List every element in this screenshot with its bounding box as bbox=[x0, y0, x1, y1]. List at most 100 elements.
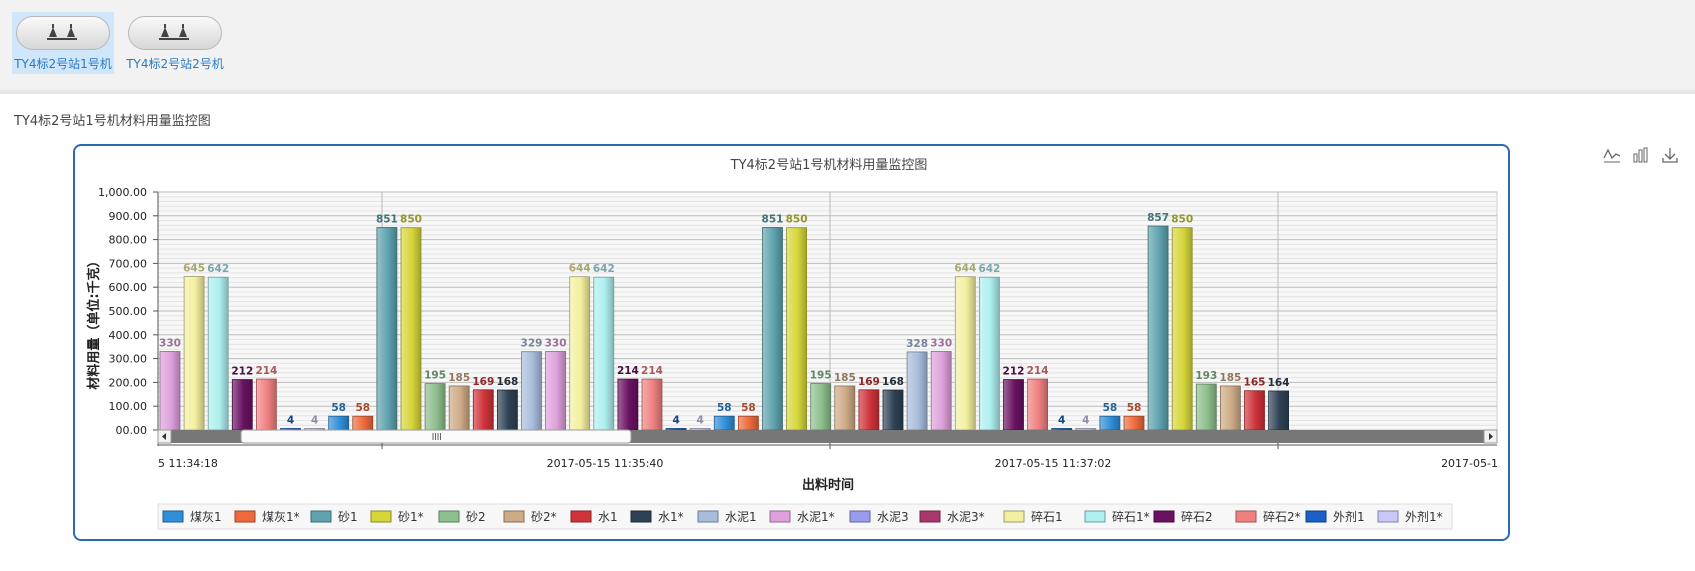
data-label: 4 bbox=[1058, 415, 1065, 427]
legend-item[interactable]: 碎石2 bbox=[1153, 509, 1213, 524]
data-label: 329 bbox=[521, 338, 543, 350]
bar-砂1[interactable] bbox=[376, 227, 398, 431]
bar-砂1[interactable] bbox=[1147, 225, 1169, 431]
download-icon[interactable] bbox=[1660, 146, 1682, 164]
bar-砂1*[interactable] bbox=[400, 227, 422, 431]
bar-碎石1[interactable] bbox=[569, 276, 591, 431]
bar-外剂1[interactable] bbox=[1051, 428, 1073, 431]
bar-水泥1*[interactable] bbox=[159, 351, 181, 431]
bar-煤灰1*[interactable] bbox=[738, 415, 759, 431]
chevron-right-icon bbox=[1489, 433, 1493, 440]
bar-碎石1*[interactable] bbox=[979, 276, 1000, 431]
legend-swatch bbox=[503, 510, 525, 523]
legend-item[interactable]: 砂1 bbox=[310, 510, 358, 524]
legend-item[interactable]: 外剂1 bbox=[1305, 509, 1365, 524]
bar-水泥1[interactable] bbox=[906, 351, 928, 431]
legend-item[interactable]: 砂1* bbox=[370, 510, 424, 524]
bar-煤灰1*[interactable] bbox=[352, 415, 374, 431]
bar-水1[interactable] bbox=[472, 389, 494, 431]
legend-item[interactable]: 碎石1 bbox=[1003, 509, 1063, 524]
station-bar: TY4标2号站1号机 TY4标2号站2号机 bbox=[0, 0, 1695, 94]
bar-砂2*[interactable] bbox=[1220, 385, 1241, 431]
legend-item[interactable]: 外剂1* bbox=[1377, 509, 1443, 524]
bar-水1[interactable] bbox=[858, 389, 880, 431]
bar-水1*[interactable] bbox=[1268, 390, 1289, 431]
bar-外剂1*[interactable] bbox=[689, 428, 711, 431]
data-label: 850 bbox=[400, 214, 422, 226]
legend-swatch bbox=[370, 510, 392, 523]
bar-碎石2[interactable] bbox=[1003, 379, 1024, 431]
bar-水泥1*[interactable] bbox=[930, 351, 952, 431]
bar-碎石2[interactable] bbox=[617, 378, 639, 431]
bar-水1*[interactable] bbox=[496, 389, 518, 431]
legend-item[interactable]: 水泥3* bbox=[919, 510, 985, 524]
bar-砂2[interactable] bbox=[1195, 383, 1217, 431]
line-chart-icon[interactable] bbox=[1602, 146, 1624, 164]
bar-碎石1[interactable] bbox=[183, 276, 205, 431]
bar-碎石1*[interactable] bbox=[207, 276, 229, 431]
chart-scrollbar[interactable] bbox=[157, 429, 1498, 444]
data-label: 169 bbox=[472, 376, 494, 388]
legend-item[interactable]: 砂2* bbox=[503, 510, 557, 524]
bar-外剂1[interactable] bbox=[665, 428, 687, 431]
legend-item[interactable]: 煤灰1* bbox=[234, 510, 300, 524]
y-tick-label: 900.00 bbox=[109, 210, 148, 223]
data-label: 195 bbox=[424, 370, 446, 382]
legend-swatch bbox=[849, 510, 871, 523]
legend-item[interactable]: 水泥3 bbox=[849, 510, 909, 524]
data-label: 645 bbox=[183, 262, 205, 274]
bar-chart-icon[interactable] bbox=[1631, 146, 1653, 164]
legend-swatch bbox=[1377, 510, 1399, 523]
station-tab-2[interactable]: TY4标2号站2号机 bbox=[124, 12, 226, 74]
data-label: 4 bbox=[311, 415, 318, 427]
data-label: 857 bbox=[1147, 212, 1169, 224]
data-label: 195 bbox=[810, 370, 832, 382]
station-pill-2 bbox=[128, 16, 222, 50]
legend-label: 砂2* bbox=[531, 510, 557, 524]
bar-水1[interactable] bbox=[1244, 390, 1265, 431]
bar-碎石1*[interactable] bbox=[593, 276, 615, 431]
bar-水1*[interactable] bbox=[882, 389, 904, 431]
bar-碎石2*[interactable] bbox=[641, 378, 663, 431]
bar-煤灰1[interactable] bbox=[328, 415, 350, 431]
data-label: 212 bbox=[231, 366, 253, 378]
legend-item[interactable]: 碎石2* bbox=[1235, 509, 1301, 524]
bar-砂2*[interactable] bbox=[448, 385, 470, 431]
bar-煤灰1*[interactable] bbox=[1123, 415, 1145, 431]
bar-砂1*[interactable] bbox=[1171, 227, 1193, 431]
data-label: 850 bbox=[786, 214, 808, 226]
y-tick-label: 200.00 bbox=[109, 376, 148, 389]
legend-item[interactable]: 水泥1 bbox=[697, 510, 757, 524]
bars-layer bbox=[159, 225, 1289, 431]
chevron-left-icon bbox=[162, 433, 166, 440]
legend-swatch bbox=[919, 510, 941, 523]
bar-外剂1*[interactable] bbox=[1075, 428, 1097, 431]
bar-砂1*[interactable] bbox=[786, 227, 807, 431]
bar-煤灰1[interactable] bbox=[1099, 415, 1121, 431]
legend-item[interactable]: 砂2 bbox=[438, 510, 486, 524]
legend-swatch bbox=[438, 510, 460, 523]
bar-水泥1*[interactable] bbox=[545, 351, 566, 431]
bar-水泥1[interactable] bbox=[521, 351, 542, 431]
data-label: 330 bbox=[159, 337, 181, 349]
data-label: 214 bbox=[641, 365, 663, 377]
data-label: 58 bbox=[1103, 402, 1118, 414]
legend-item[interactable]: 煤灰1 bbox=[162, 510, 222, 524]
bar-碎石2*[interactable] bbox=[255, 378, 277, 431]
bar-砂2*[interactable] bbox=[834, 385, 856, 431]
legend-item[interactable]: 水泥1* bbox=[769, 510, 835, 524]
bar-砂2[interactable] bbox=[424, 383, 446, 431]
bar-碎石2*[interactable] bbox=[1027, 378, 1048, 431]
legend-item[interactable]: 水1* bbox=[630, 510, 684, 524]
station-tab-1[interactable]: TY4标2号站1号机 bbox=[12, 12, 114, 74]
bar-煤灰1[interactable] bbox=[713, 415, 735, 431]
data-label: 169 bbox=[858, 376, 880, 388]
legend-item[interactable]: 水1 bbox=[570, 510, 618, 524]
bar-砂1[interactable] bbox=[762, 227, 783, 431]
y-axis-title: 材料用量（单位:千克） bbox=[86, 254, 102, 389]
bar-砂2[interactable] bbox=[810, 383, 832, 431]
bar-碎石2[interactable] bbox=[231, 379, 253, 431]
y-tick-label: 100.00 bbox=[109, 400, 148, 413]
legend-item[interactable]: 碎石1* bbox=[1084, 509, 1150, 524]
bar-碎石1[interactable] bbox=[954, 276, 976, 431]
